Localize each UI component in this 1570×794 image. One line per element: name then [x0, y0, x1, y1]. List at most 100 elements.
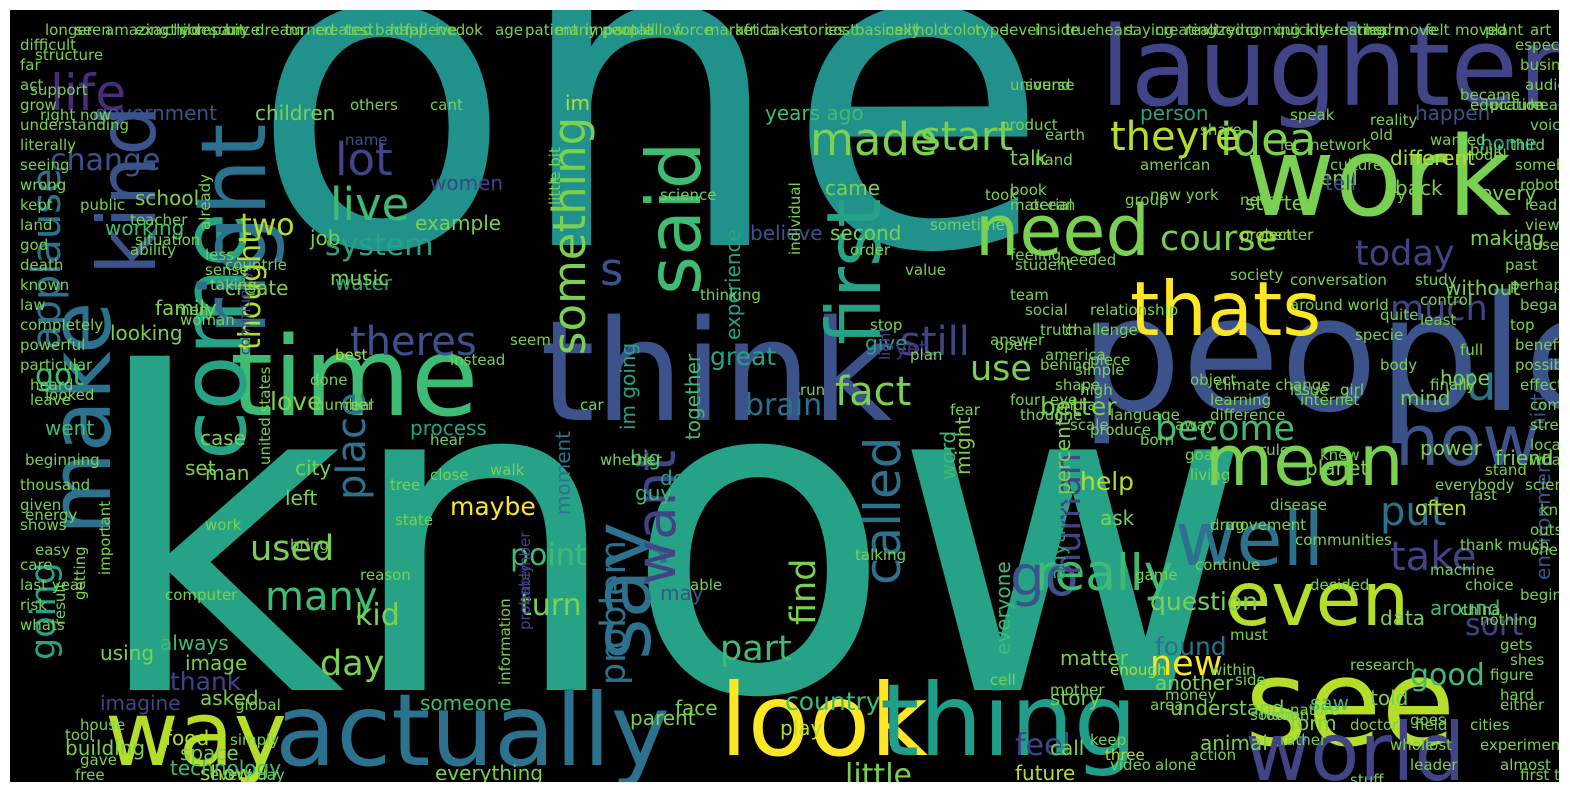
word-ocean: ocean — [1030, 196, 1075, 214]
word-city: city — [295, 456, 331, 480]
word-high: high — [1080, 381, 1113, 399]
word-network: network — [1310, 136, 1371, 154]
word-computer: computer — [165, 586, 238, 604]
word-moved: moved — [1455, 21, 1506, 39]
word-u: u — [1465, 354, 1497, 412]
word-force: force — [675, 21, 713, 39]
word-government: government — [95, 101, 217, 125]
word-lot: lot — [335, 133, 393, 186]
word-science: science — [660, 186, 716, 204]
word-particular: particular — [20, 356, 93, 374]
word-knowledge: knowledge — [1540, 501, 1559, 519]
word-order: order — [850, 241, 891, 259]
word-open: open — [995, 336, 1032, 354]
word-challenge: challenge — [1065, 321, 1138, 339]
word-leader: leader — [1410, 756, 1458, 774]
word-tool: tool — [65, 726, 93, 744]
word-impact: impact — [585, 21, 637, 39]
word-making: making — [1470, 226, 1544, 250]
word-rule: rule — [1260, 441, 1289, 459]
word-left: left — [285, 486, 318, 510]
word-realized: realized — [1185, 21, 1244, 39]
word-study: study — [1415, 271, 1457, 289]
word-hold: hold — [915, 21, 947, 39]
word-name: name — [345, 131, 388, 149]
word-quickly: quickly — [1275, 21, 1328, 39]
word-theres: theres — [350, 319, 477, 365]
word-least: least — [1420, 311, 1456, 329]
word-place: place — [329, 392, 375, 500]
word-education: education — [1470, 96, 1544, 114]
word-percent: percent — [1051, 418, 1075, 495]
word-told: told — [1370, 686, 1408, 710]
word-society: society — [1230, 266, 1284, 284]
word-may: may — [660, 581, 704, 605]
word-came: came — [825, 176, 880, 200]
word-understanding: understanding — [20, 116, 129, 134]
word-someone: someone — [420, 691, 512, 715]
word-born: born — [1140, 431, 1174, 449]
word-got: got — [35, 358, 84, 393]
word-less: less — [205, 246, 234, 264]
word-especially: especially — [1515, 36, 1559, 54]
word-change: change — [50, 143, 160, 178]
word-possible: possible — [1515, 356, 1559, 374]
word-future: future — [1015, 761, 1075, 782]
word-small: small — [615, 21, 655, 39]
word-shape: shape — [1055, 376, 1100, 394]
word-mother: mother — [1050, 681, 1105, 699]
word-course: course — [1160, 219, 1277, 259]
word-take: take — [1390, 534, 1477, 580]
word-universe: universe — [1010, 76, 1075, 94]
word-effect: effect — [1520, 376, 1559, 394]
word-said: said — [630, 142, 718, 295]
word-example: example — [415, 211, 501, 235]
word-local: local — [1530, 436, 1559, 454]
word-stories: stories — [795, 21, 845, 39]
word-whatever: whatever — [1530, 451, 1559, 469]
word-whole: whole — [1390, 736, 1434, 754]
word-allow: allow — [645, 21, 684, 39]
word-cause: cause — [1515, 236, 1559, 254]
word-guy: guy — [635, 481, 672, 505]
word-something: something — [543, 117, 596, 355]
word-play: play — [780, 716, 823, 740]
word-kept: kept — [20, 196, 53, 214]
word-needed: needed — [1060, 251, 1116, 269]
word-work: work — [1245, 113, 1511, 241]
word-communities: communities — [1295, 531, 1392, 549]
word-experiment: experiment — [1480, 736, 1559, 754]
word-matter: matter — [1060, 646, 1129, 670]
word-well: well — [1175, 495, 1324, 583]
word-best: best — [335, 346, 368, 364]
word-anything: anything — [1046, 492, 1070, 580]
word-third: third — [1510, 136, 1545, 154]
word-share: share — [1200, 121, 1242, 139]
word-feeling: feeling — [1010, 246, 1061, 264]
word-want: want — [624, 450, 688, 585]
word-group: group — [1125, 191, 1169, 209]
word-word: word — [936, 431, 960, 480]
word-market: market — [705, 21, 758, 39]
word-climate-change: climate change — [1215, 376, 1330, 394]
word-knew: knew — [1320, 446, 1360, 464]
word-often: often — [1415, 496, 1467, 520]
word-everyone: everyone — [991, 561, 1015, 655]
word-quite: quite — [1380, 306, 1418, 324]
word-family: family — [155, 296, 217, 320]
word-known: known — [20, 276, 69, 294]
word-right-now: right now — [40, 106, 111, 124]
word-happened: happened — [390, 21, 465, 39]
word-point: point — [510, 538, 587, 573]
word-question: question — [1150, 587, 1258, 616]
word-doctor: doctor — [1350, 716, 1399, 734]
word-research: research — [1350, 656, 1415, 674]
word-went: went — [45, 416, 94, 440]
word-far: far — [20, 56, 41, 74]
word-creating: creating — [1155, 21, 1217, 39]
word-form: form — [1290, 711, 1337, 735]
word-begin: begin — [1520, 586, 1559, 604]
word-friend: friend — [1495, 446, 1554, 470]
word-call: call — [1050, 736, 1084, 760]
word-great: great — [710, 342, 776, 371]
